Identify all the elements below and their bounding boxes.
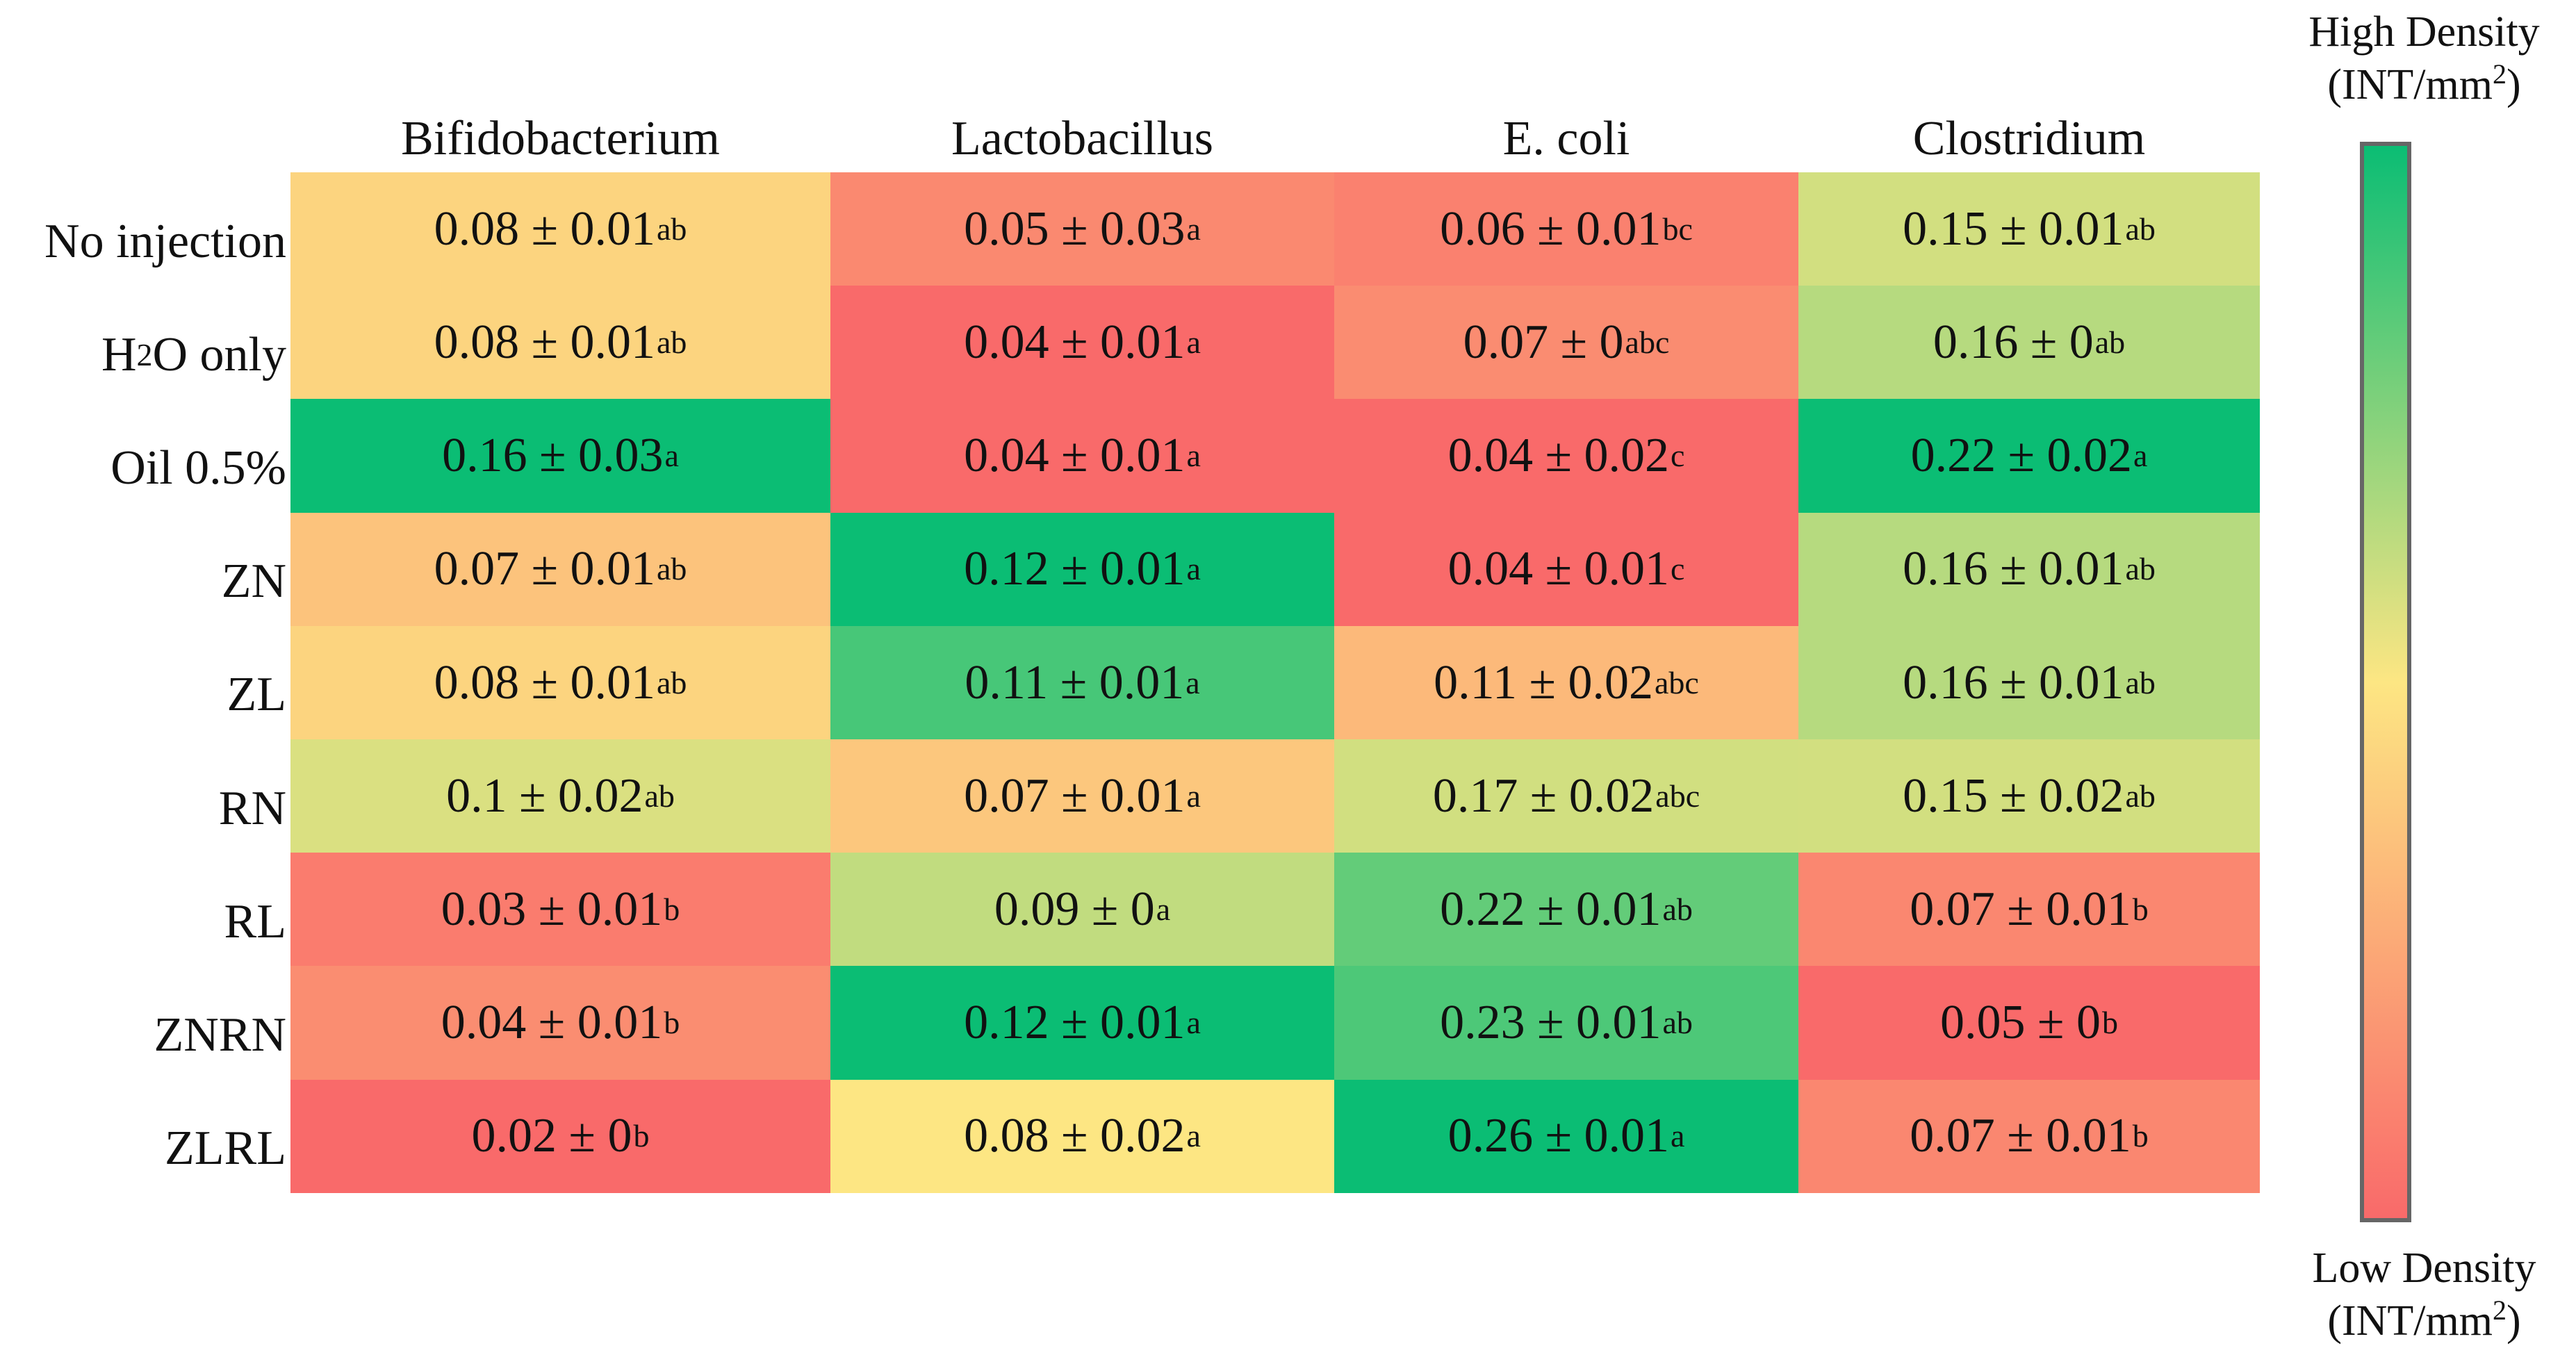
cell-value: 0.22 ± 0.01 [1440,882,1662,937]
heatmap-cell: 0.06 ± 0.01 bc [1334,172,1798,286]
cell-value: 0.07 ± 0 [1463,315,1624,370]
legend-high-label: High Density (INT/mm2) [2272,6,2576,111]
cell-value: 0.04 ± 0.01 [441,996,663,1050]
cell-value: 0.16 ± 0.01 [1903,542,2124,596]
cell-value: 0.08 ± 0.01 [434,315,655,370]
heatmap-cell: 0.04 ± 0.01 c [1334,512,1798,627]
cell-value: 0.04 ± 0.01 [964,429,1186,483]
cell-value: 0.05 ± 0 [1940,996,2101,1050]
cell-value: 0.04 ± 0.01 [1447,542,1669,596]
cell-value: 0.22 ± 0.02 [1910,429,2132,483]
heatmap-cell: 0.16 ± 0 ab [1798,286,2260,400]
heatmap-cell: 0.22 ± 0.02 a [1798,399,2260,513]
cell-value: 0.06 ± 0.01 [1440,202,1662,256]
cell-value: 0.11 ± 0.02 [1434,655,1653,709]
cell-value: 0.23 ± 0.01 [1440,996,1662,1050]
heatmap-cell: 0.11 ± 0.02 abc [1334,625,1798,740]
heatmap-cell: 0.12 ± 0.01 a [830,512,1334,627]
cell-value: 0.15 ± 0.01 [1903,202,2124,256]
cell-value: 0.08 ± 0.01 [434,655,655,709]
heatmap-cell: 0.07 ± 0.01 b [1798,853,2260,967]
heatmap-cell: 0.26 ± 0.01 a [1334,1079,1798,1194]
cell-value: 0.07 ± 0.01 [1910,882,2131,937]
cell-value: 0.16 ± 0.01 [1903,655,2124,709]
cell-value: 0.08 ± 0.02 [964,1109,1186,1163]
row-label: ZNRN [154,1008,286,1062]
row-label: ZN [221,554,286,609]
heatmap-cell: 0.15 ± 0.02 ab [1798,739,2260,853]
heatmap-cell: 0.07 ± 0.01 b [1798,1079,2260,1194]
cell-value: 0.12 ± 0.01 [964,542,1186,596]
heatmap-cell: 0.08 ± 0.02 a [830,1079,1334,1194]
cell-value: 0.07 ± 0.01 [1910,1109,2131,1163]
heatmap-cell: 0.1 ± 0.02 ab [290,739,830,853]
row-label: ZLRL [165,1121,286,1176]
cell-value: 0.16 ± 0 [1933,315,2094,370]
legend-high-title: High Density [2308,8,2540,56]
cell-value: 0.17 ± 0.02 [1432,769,1655,823]
heatmap-cell: 0.08 ± 0.01 ab [290,625,830,740]
row-label: Oil 0.5% [110,441,286,495]
heatmap-cell: 0.16 ± 0.01 ab [1798,512,2260,627]
cell-value: 0.15 ± 0.02 [1903,769,2124,823]
heatmap-cell: 0.07 ± 0.01 ab [290,512,830,627]
row-label: RL [224,894,286,948]
cell-value: 0.26 ± 0.01 [1447,1109,1669,1163]
heatmap-cell: 0.04 ± 0.02 c [1334,399,1798,513]
cell-value: 0.12 ± 0.01 [964,996,1186,1050]
column-header-clostridium: Clostridium [1912,112,2146,165]
legend-low-title: Low Density [2312,1244,2536,1292]
heatmap-cell: 0.17 ± 0.02 abc [1334,739,1798,853]
heatmap-cell: 0.16 ± 0.03 a [290,399,830,513]
legend-low-label: Low Density (INT/mm2) [2272,1242,2576,1347]
column-header-bifidobacterium: Bifidobacterium [401,112,720,165]
heatmap-cell: 0.04 ± 0.01 a [830,286,1334,400]
cell-value: 0.1 ± 0.02 [446,769,643,823]
row-label: No injection [44,214,286,268]
column-header-lactobacillus: Lactobacillus [951,112,1214,165]
heatmap-cell: 0.03 ± 0.01 b [290,853,830,967]
legend-high-unit: (INT/mm2) [2327,58,2521,109]
cell-value: 0.02 ± 0 [471,1109,632,1163]
heatmap-cell: 0.11 ± 0.01 a [830,625,1334,740]
row-label: RN [218,781,286,835]
heatmap-cell: 0.05 ± 0.03 a [830,172,1334,286]
heatmap-cell: 0.23 ± 0.01 ab [1334,966,1798,1080]
cell-value: 0.09 ± 0 [994,882,1155,937]
heatmap-cell: 0.08 ± 0.01 ab [290,172,830,286]
cell-value: 0.11 ± 0.01 [965,655,1185,709]
column-header-e-coli: E. coli [1502,112,1630,165]
cell-value: 0.04 ± 0.02 [1447,429,1669,483]
cell-value: 0.08 ± 0.01 [434,202,655,256]
heatmap-cell: 0.08 ± 0.01 ab [290,286,830,400]
heatmap-cell: 0.07 ± 0 abc [1334,286,1798,400]
legend-low-unit: (INT/mm2) [2327,1295,2521,1345]
row-label: ZL [227,668,286,722]
heatmap-cell: 0.15 ± 0.01 ab [1798,172,2260,286]
heatmap-cell: 0.04 ± 0.01 a [830,399,1334,513]
heatmap-cell: 0.04 ± 0.01 b [290,966,830,1080]
cell-value: 0.03 ± 0.01 [441,882,663,937]
color-scale-bar [2360,142,2411,1222]
cell-value: 0.07 ± 0.01 [434,542,655,596]
cell-value: 0.07 ± 0.01 [964,769,1186,823]
cell-value: 0.05 ± 0.03 [964,202,1186,256]
heatmap-cell: 0.16 ± 0.01 ab [1798,625,2260,740]
heatmap-cell: 0.12 ± 0.01 a [830,966,1334,1080]
cell-value: 0.04 ± 0.01 [964,315,1186,370]
heatmap-cell: 0.07 ± 0.01 a [830,739,1334,853]
heatmap-cell: 0.22 ± 0.01 ab [1334,853,1798,967]
cell-value: 0.16 ± 0.03 [442,429,664,483]
